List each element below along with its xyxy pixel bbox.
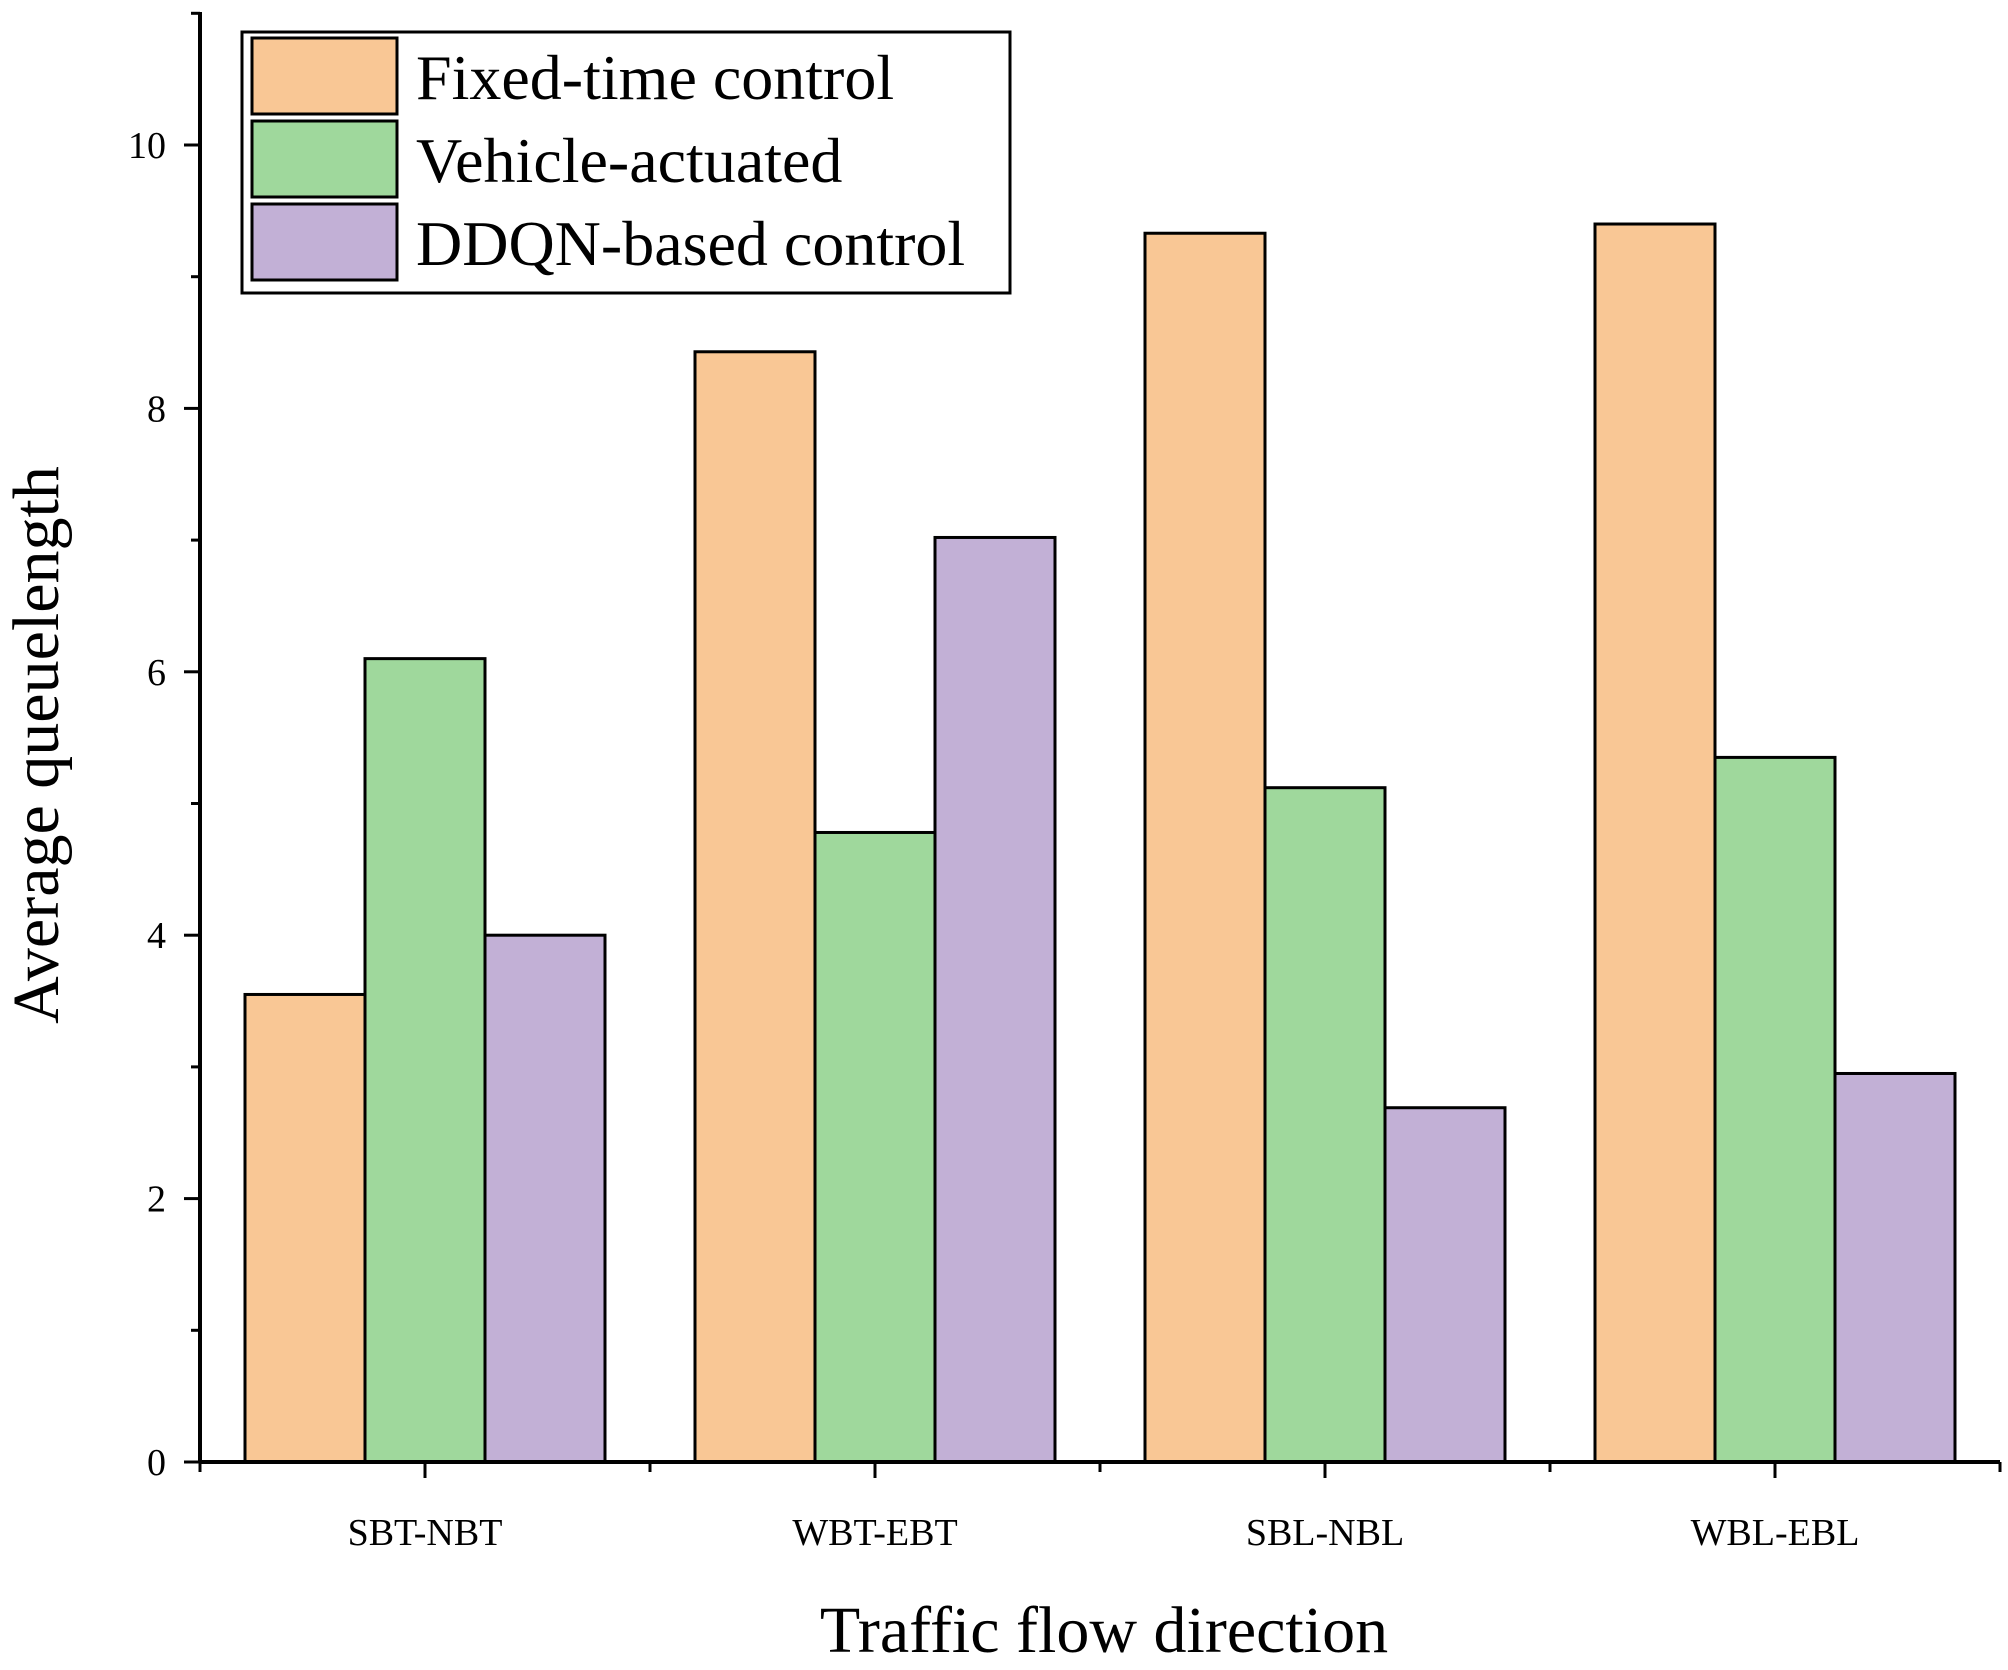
x-tick-label: SBL-NBL <box>1246 1512 1404 1554</box>
y-tick-label: 2 <box>147 1179 166 1221</box>
x-tick-label: WBT-EBT <box>792 1512 957 1554</box>
legend-label-1: Fixed-time control <box>416 42 894 113</box>
bar-sbt-nbt-2 <box>363 657 487 1464</box>
legend-swatch-1 <box>250 36 399 116</box>
y-tick-label: 0 <box>147 1442 166 1484</box>
bars-layer <box>243 222 1957 1464</box>
bar-sbt-nbt-1 <box>243 992 367 1464</box>
bar-wbl-ebl-2 <box>1713 755 1837 1464</box>
legend-label-3: DDQN-based control <box>416 208 965 279</box>
bar-sbl-nbl-3 <box>1383 1106 1507 1464</box>
ticks-layer: SBT-NBT WBT-EBT SBL-NBL WBL-EBL 0 2 4 6 8 10 <box>128 11 2002 1554</box>
x-axis-title: Traffic flow direction <box>820 1594 1388 1667</box>
legend-swatch-3 <box>250 202 399 282</box>
y-axis-title: Average queuelength <box>0 466 73 1024</box>
bar-sbl-nbl-2 <box>1263 786 1387 1464</box>
x-tick-label: WBL-EBL <box>1691 1512 1860 1554</box>
bar-sbl-nbl-1 <box>1143 231 1267 1464</box>
x-tick-label: SBT-NBT <box>348 1512 503 1554</box>
bar-wbl-ebl-1 <box>1593 222 1717 1464</box>
bar-wbt-ebt-2 <box>813 830 937 1464</box>
bar-wbt-ebt-3 <box>933 535 1057 1464</box>
y-tick-label: 4 <box>147 915 166 957</box>
y-tick-label: 6 <box>147 652 166 694</box>
bar-sbt-nbt-3 <box>483 933 607 1464</box>
legend-label-2: Vehicle-actuated <box>416 125 842 196</box>
legend-swatch-2 <box>250 119 399 199</box>
bar-wbt-ebt-1 <box>693 350 817 1464</box>
y-tick-label: 8 <box>147 388 166 430</box>
legend: Fixed-time control Vehicle-actuated DDQN-b… <box>240 30 1012 295</box>
bar-wbl-ebl-3 <box>1833 1071 1957 1464</box>
y-tick-label: 10 <box>128 125 166 167</box>
